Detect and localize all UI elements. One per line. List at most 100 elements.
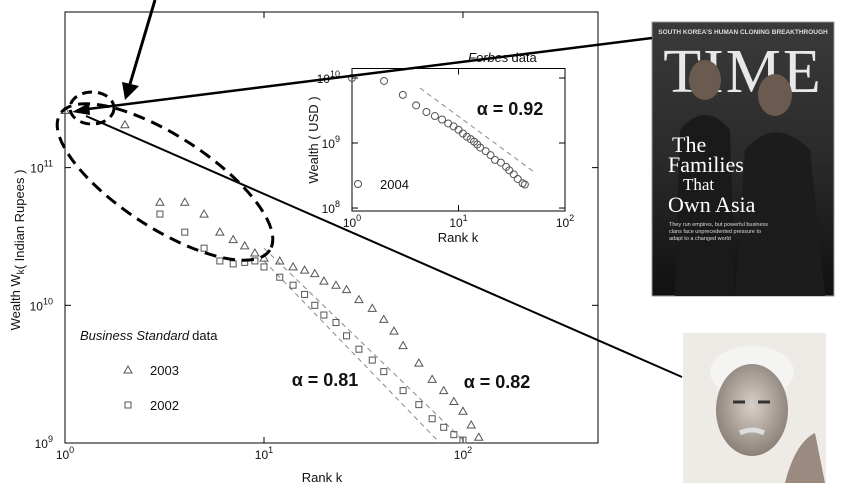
- circle-marker: [348, 74, 356, 83]
- x-axis-label: Rank k: [438, 230, 479, 245]
- square-marker: [156, 210, 164, 218]
- triangle-marker: [398, 340, 408, 350]
- tick-base: 10: [322, 137, 336, 151]
- cover-headline: The: [672, 132, 706, 157]
- alpha-annotation: α = 0.92: [477, 99, 544, 119]
- triangle-marker: [274, 255, 285, 265]
- triangle-marker: [288, 261, 298, 271]
- square-marker: [450, 431, 458, 439]
- reference-line: [419, 87, 536, 174]
- y-tick-label: 108: [322, 199, 340, 216]
- y-tick-label: 109: [322, 134, 340, 151]
- triangle-marker: [299, 265, 310, 274]
- y-label-subscript: k: [16, 268, 27, 274]
- x-tick-label: 100: [343, 213, 361, 230]
- y-tick-label: 1010: [30, 296, 53, 313]
- circle-marker: [481, 147, 490, 156]
- tick-power: 9: [335, 134, 340, 144]
- triangle-marker: [239, 240, 250, 250]
- triangle-marker: [250, 247, 260, 257]
- square-marker: [216, 257, 224, 265]
- triangle-marker: [341, 284, 352, 294]
- hand: [785, 433, 825, 483]
- circle-marker: [430, 112, 439, 121]
- triangle-marker: [367, 303, 378, 312]
- x-tick-label: 102: [556, 213, 574, 230]
- square-marker: [124, 401, 132, 409]
- legend-title: Business Standard data: [80, 328, 218, 343]
- square-marker: [311, 301, 319, 309]
- tick-power: 2: [467, 445, 472, 455]
- triangle-marker: [413, 358, 424, 367]
- triangle-marker: [179, 197, 190, 206]
- circle-marker: [422, 107, 431, 116]
- cover-headline: Families: [668, 152, 744, 177]
- arrowhead: [72, 103, 90, 115]
- square-marker: [343, 332, 351, 340]
- tick-power: 2: [569, 213, 574, 223]
- dashed-ellipse: [55, 102, 275, 262]
- circle-marker: [354, 180, 362, 188]
- triangle-marker: [389, 326, 399, 335]
- triangle-marker: [309, 268, 320, 278]
- square-marker: [289, 281, 297, 289]
- person-body: [675, 115, 735, 296]
- legend-label: 2002: [150, 398, 179, 413]
- triangle-marker: [120, 119, 130, 129]
- tick-base: 10: [35, 437, 49, 451]
- tick-power: 10: [43, 296, 53, 306]
- circle-marker: [486, 151, 495, 160]
- square-marker: [428, 415, 436, 423]
- triangle-marker: [473, 432, 484, 441]
- cover-blurb: adapt to a changed world: [669, 236, 731, 242]
- person-body: [735, 132, 825, 296]
- square-marker: [320, 311, 328, 319]
- circle-marker: [380, 76, 389, 85]
- annotation-shapes: [55, 0, 683, 378]
- circle-marker: [509, 170, 518, 179]
- arrow: [128, 0, 157, 85]
- alpha-annotation: α = 0.81: [292, 370, 359, 390]
- x-tick-label: 101: [255, 445, 273, 462]
- reference-line: [263, 247, 464, 441]
- triangle-marker: [214, 227, 225, 236]
- arrowhead: [122, 82, 139, 100]
- moustache: [738, 427, 766, 436]
- tick-power: 8: [335, 199, 340, 209]
- square-marker: [276, 273, 284, 281]
- cover-headline: That: [683, 175, 714, 194]
- tick-power: 9: [48, 434, 53, 444]
- y-tick-label: 109: [35, 434, 53, 451]
- x-tick-label: 101: [449, 213, 467, 230]
- triangle-marker: [228, 234, 239, 244]
- time-cover: SOUTH KOREA'S HUMAN CLONING BREAKTHROUGH…: [651, 21, 835, 297]
- circle-marker: [412, 101, 421, 110]
- square-marker: [440, 423, 448, 431]
- triangle-marker: [155, 197, 165, 206]
- square-marker: [332, 319, 340, 327]
- square-marker: [459, 436, 467, 444]
- triangle-marker: [458, 406, 468, 415]
- square-marker: [399, 387, 407, 395]
- circle-marker: [476, 143, 485, 152]
- triangle-marker: [378, 314, 389, 323]
- triangle-marker: [319, 276, 329, 285]
- connector-line: [85, 115, 683, 378]
- reference-line: [263, 260, 441, 444]
- tick-power: 0: [356, 213, 361, 223]
- cover-logo: TIME: [663, 38, 823, 106]
- square-marker: [355, 345, 363, 353]
- triangle-marker: [331, 280, 341, 289]
- plot-area: [351, 68, 566, 212]
- square-marker: [200, 244, 208, 252]
- tick-base: 10: [449, 216, 463, 230]
- plot-area: [64, 11, 599, 444]
- triangle-marker: [354, 294, 364, 304]
- tick-base: 10: [255, 448, 269, 462]
- square-marker: [368, 356, 376, 364]
- tick-power: 11: [44, 159, 53, 169]
- y-label-suffix: ( Indian Rupees ): [12, 170, 27, 270]
- legend-title-italic: Business Standard: [80, 328, 190, 343]
- circle-marker: [438, 115, 447, 124]
- x-tick-label: 102: [454, 445, 472, 462]
